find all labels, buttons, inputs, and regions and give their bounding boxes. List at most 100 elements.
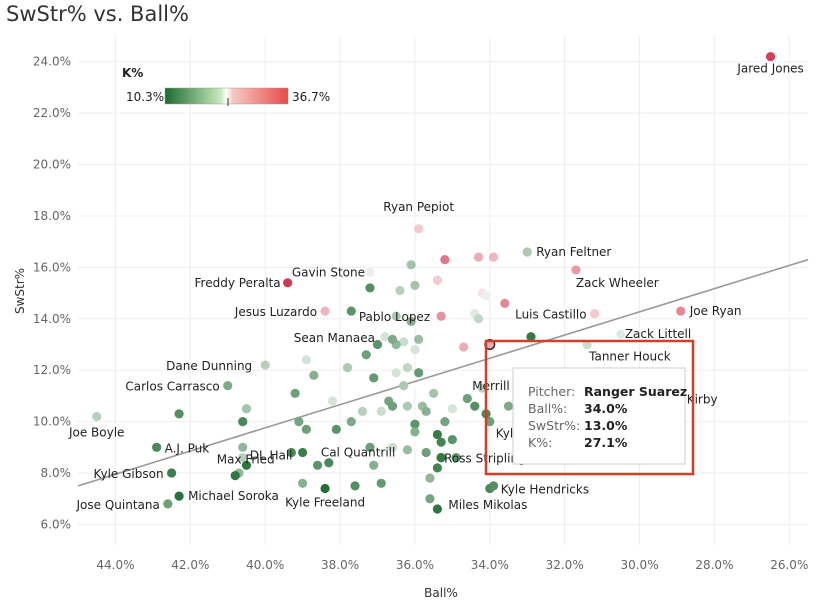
data-point[interactable]	[406, 260, 416, 270]
data-point[interactable]	[421, 406, 431, 416]
data-point[interactable]	[376, 406, 386, 416]
data-point[interactable]	[395, 285, 405, 296]
data-point-cal-quantrill[interactable]	[324, 458, 334, 468]
data-point-joe-ryan[interactable]	[676, 306, 686, 316]
data-point-zack-wheeler[interactable]	[571, 265, 581, 275]
data-point-max-fried[interactable]	[238, 442, 248, 452]
data-point[interactable]	[241, 404, 252, 414]
data-point[interactable]	[440, 255, 450, 265]
data-point[interactable]	[402, 401, 413, 411]
data-point[interactable]	[436, 437, 446, 447]
data-point[interactable]	[357, 406, 368, 416]
data-point[interactable]	[350, 481, 360, 491]
data-point[interactable]	[294, 417, 304, 427]
data-point[interactable]	[399, 337, 409, 347]
data-point[interactable]	[372, 339, 383, 350]
data-point-jared-jones[interactable]	[765, 51, 776, 62]
data-point[interactable]	[425, 473, 435, 483]
data-point-zack-littell[interactable]	[616, 329, 626, 339]
data-point-jesus-luzardo[interactable]	[320, 306, 330, 316]
data-point[interactable]	[391, 368, 401, 378]
data-point[interactable]	[410, 280, 420, 290]
data-point[interactable]	[402, 445, 413, 455]
data-point[interactable]	[432, 275, 442, 285]
data-point-merrill-kelly[interactable]	[477, 383, 487, 393]
data-point[interactable]	[414, 334, 424, 344]
data-point[interactable]	[342, 363, 353, 373]
data-point[interactable]	[447, 404, 457, 414]
data-point[interactable]	[473, 252, 484, 262]
data-point[interactable]	[346, 306, 356, 316]
data-point[interactable]	[391, 311, 401, 321]
data-point-michael-soroka[interactable]	[174, 491, 184, 501]
data-point[interactable]	[369, 373, 379, 383]
data-point[interactable]	[432, 463, 442, 473]
data-point[interactable]	[365, 283, 375, 293]
data-point[interactable]	[230, 470, 240, 481]
data-point[interactable]	[376, 478, 386, 488]
data-point[interactable]	[470, 401, 480, 411]
data-point[interactable]	[488, 481, 499, 491]
data-point[interactable]	[473, 314, 484, 324]
data-point[interactable]	[451, 452, 461, 463]
data-point[interactable]	[429, 388, 439, 398]
data-point[interactable]	[312, 460, 323, 470]
data-point[interactable]	[425, 494, 435, 504]
data-point[interactable]	[331, 424, 341, 434]
data-point-carlos-carrasco[interactable]	[223, 381, 233, 391]
data-point[interactable]	[286, 447, 296, 458]
data-point[interactable]	[361, 350, 371, 360]
data-point-kyle[interactable]	[485, 417, 495, 427]
data-point[interactable]	[481, 291, 491, 301]
data-point-jose-quintana[interactable]	[163, 499, 173, 509]
data-point-a-j-puk[interactable]	[152, 442, 162, 452]
data-point[interactable]	[241, 460, 252, 470]
data-point[interactable]	[399, 381, 409, 391]
data-point[interactable]	[238, 417, 248, 427]
data-point[interactable]	[402, 363, 413, 373]
data-point[interactable]	[365, 442, 375, 452]
data-point[interactable]	[174, 409, 184, 419]
data-point-luis-castillo[interactable]	[590, 309, 600, 319]
data-point[interactable]	[387, 401, 398, 411]
data-point-dane-dunning[interactable]	[260, 360, 270, 370]
data-point[interactable]	[301, 424, 311, 434]
data-point[interactable]	[387, 442, 398, 452]
data-point-sean-manaea[interactable]	[380, 332, 390, 342]
data-point[interactable]	[447, 435, 457, 445]
data-point[interactable]	[526, 332, 536, 342]
data-point-kyle-freeland[interactable]	[320, 483, 330, 494]
data-point[interactable]	[309, 370, 319, 380]
data-point[interactable]	[387, 334, 398, 344]
data-point-pablo-lopez[interactable]	[436, 311, 446, 321]
data-point[interactable]	[440, 417, 450, 427]
data-point-gavin-stone[interactable]	[365, 267, 375, 278]
data-point[interactable]	[410, 419, 420, 429]
data-point[interactable]	[301, 355, 311, 365]
data-point[interactable]	[298, 447, 308, 458]
data-point-kyle-gibson[interactable]	[166, 468, 177, 478]
data-point[interactable]	[414, 368, 424, 378]
data-point[interactable]	[410, 345, 420, 355]
data-point-joe-boyle[interactable]	[92, 411, 102, 422]
data-point[interactable]	[327, 396, 338, 406]
data-point-miles-mikolas[interactable]	[432, 504, 442, 514]
data-point[interactable]	[410, 427, 420, 437]
data-point[interactable]	[500, 298, 510, 308]
data-point[interactable]	[406, 316, 416, 326]
data-point[interactable]	[369, 460, 379, 470]
data-point[interactable]	[327, 334, 338, 344]
data-point-dl-hall[interactable]	[238, 452, 248, 463]
data-point[interactable]	[458, 342, 469, 352]
data-point[interactable]	[421, 447, 431, 458]
data-point[interactable]	[462, 393, 472, 404]
data-point[interactable]	[488, 252, 499, 262]
data-point-ryan-pepiot[interactable]	[414, 224, 424, 234]
data-point-ryan-feltner[interactable]	[522, 247, 532, 257]
data-point[interactable]	[290, 388, 300, 398]
data-point[interactable]	[436, 452, 446, 463]
data-point[interactable]	[503, 401, 514, 411]
data-point[interactable]	[346, 417, 356, 427]
data-point[interactable]	[298, 478, 308, 488]
data-point[interactable]	[432, 429, 442, 440]
